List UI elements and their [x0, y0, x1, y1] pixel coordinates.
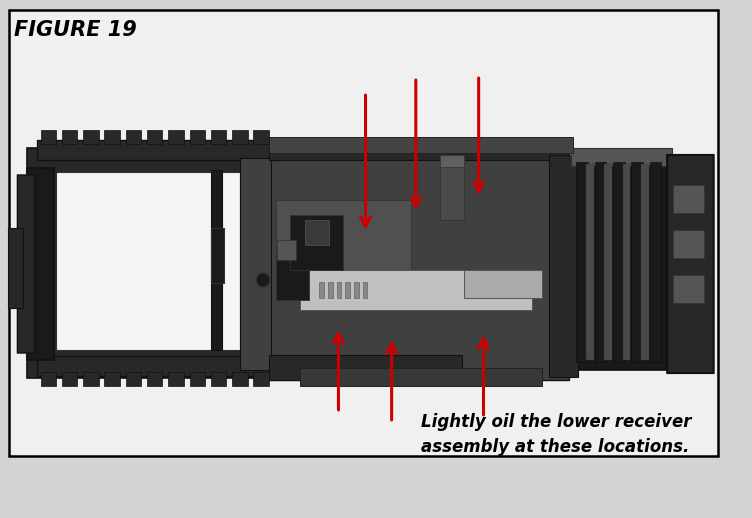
- Bar: [305, 220, 329, 245]
- Bar: [147, 130, 162, 144]
- Bar: [290, 215, 343, 270]
- Bar: [623, 164, 630, 360]
- Bar: [37, 140, 278, 160]
- Ellipse shape: [256, 273, 270, 287]
- Bar: [586, 164, 594, 360]
- FancyBboxPatch shape: [17, 175, 35, 353]
- Bar: [673, 230, 704, 258]
- Bar: [168, 372, 183, 386]
- Bar: [232, 130, 247, 144]
- Bar: [268, 355, 462, 380]
- Bar: [126, 130, 141, 144]
- Bar: [345, 282, 350, 298]
- Bar: [268, 137, 574, 153]
- Bar: [595, 162, 606, 362]
- FancyBboxPatch shape: [667, 155, 714, 373]
- Bar: [275, 200, 411, 300]
- Bar: [464, 270, 541, 298]
- Bar: [336, 282, 341, 298]
- Bar: [147, 372, 162, 386]
- Bar: [300, 368, 541, 386]
- Bar: [328, 282, 332, 298]
- Bar: [268, 148, 569, 380]
- Bar: [211, 228, 224, 283]
- Bar: [277, 240, 296, 260]
- Bar: [576, 162, 588, 362]
- Bar: [9, 10, 718, 456]
- Bar: [27, 168, 54, 360]
- Bar: [190, 372, 205, 386]
- Bar: [62, 130, 77, 144]
- Bar: [571, 148, 672, 166]
- Bar: [673, 275, 704, 303]
- Bar: [105, 130, 120, 144]
- Bar: [571, 158, 672, 370]
- Bar: [354, 282, 359, 298]
- Bar: [275, 255, 309, 300]
- Bar: [673, 185, 704, 213]
- Bar: [126, 372, 141, 386]
- Bar: [41, 372, 56, 386]
- Bar: [168, 130, 183, 144]
- Bar: [41, 130, 56, 144]
- Bar: [641, 164, 649, 360]
- Bar: [632, 162, 643, 362]
- Bar: [37, 356, 278, 376]
- Text: Lightly oil the lower receiver: Lightly oil the lower receiver: [420, 413, 691, 431]
- Bar: [211, 372, 226, 386]
- Bar: [613, 162, 625, 362]
- Bar: [56, 172, 240, 350]
- Bar: [211, 170, 223, 350]
- Bar: [650, 162, 662, 362]
- Text: assembly at these locations.: assembly at these locations.: [420, 438, 689, 456]
- Bar: [8, 228, 23, 308]
- Bar: [440, 160, 464, 220]
- Bar: [319, 282, 324, 298]
- Text: FIGURE 19: FIGURE 19: [14, 20, 136, 40]
- Bar: [440, 155, 464, 167]
- Bar: [105, 372, 120, 386]
- Bar: [549, 155, 578, 377]
- Bar: [190, 130, 205, 144]
- Bar: [240, 158, 271, 370]
- Bar: [27, 148, 288, 378]
- Bar: [362, 282, 368, 298]
- Bar: [211, 130, 226, 144]
- Bar: [605, 164, 612, 360]
- Bar: [232, 372, 247, 386]
- Bar: [253, 372, 268, 386]
- Bar: [83, 130, 99, 144]
- Bar: [83, 372, 99, 386]
- Bar: [300, 270, 532, 310]
- Bar: [253, 130, 268, 144]
- Bar: [62, 372, 77, 386]
- Bar: [268, 140, 569, 160]
